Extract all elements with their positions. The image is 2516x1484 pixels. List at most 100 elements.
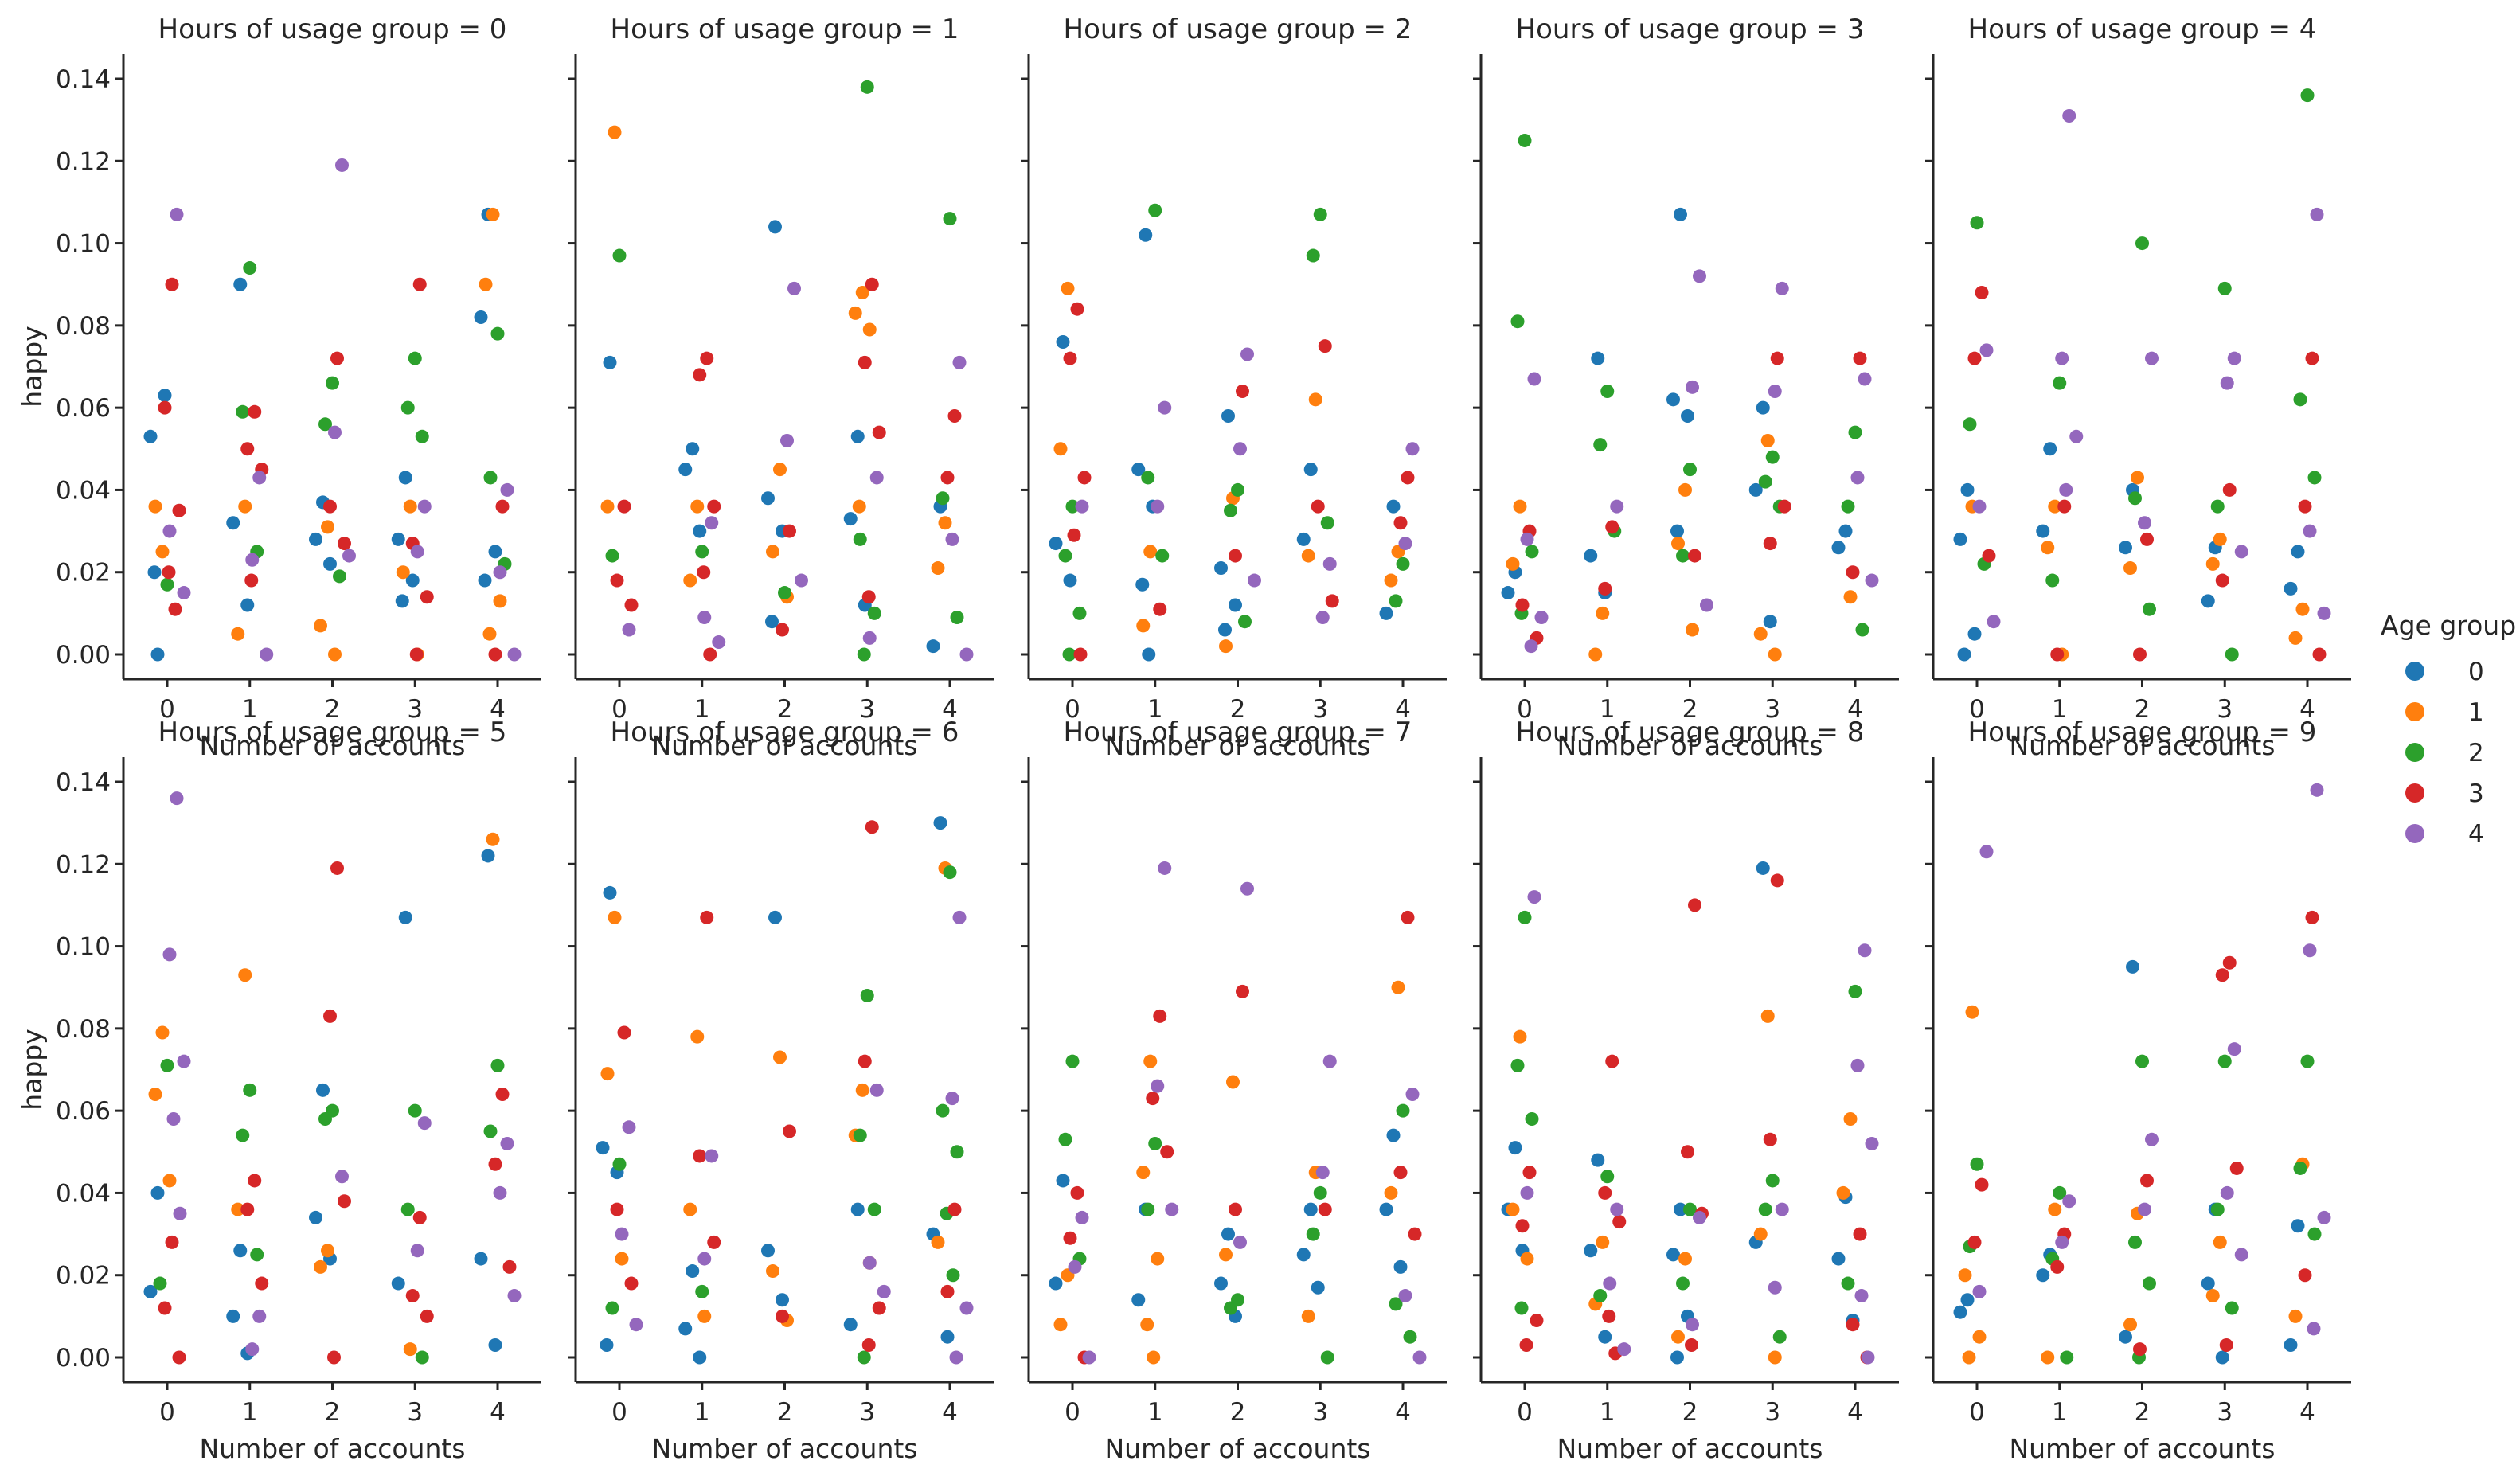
data-point [1861,1350,1875,1365]
data-point [693,524,707,538]
data-point [1063,573,1077,588]
data-point [872,1301,886,1315]
data-point [1598,1185,1612,1200]
data-point [2307,1227,2322,1241]
x-tick-label: 4 [1395,695,1411,724]
data-point [1401,471,1415,485]
data-point [610,573,624,588]
data-point [2312,647,2327,662]
data-point [705,516,719,530]
x-tick-label: 2 [2135,1398,2151,1427]
data-point [2123,561,2137,576]
data-point [1612,1215,1627,1229]
data-point [244,573,259,588]
data-point [1596,606,1610,620]
data-point [2298,1268,2312,1283]
data-point [490,1058,505,1072]
data-point [2036,1268,2050,1283]
data-point [323,556,337,571]
data-point [2220,376,2234,390]
data-point [1151,1079,1165,1093]
data-point [1518,133,1532,147]
data-point [1518,910,1532,924]
legend-label: 4 [2468,820,2484,849]
data-point [396,565,410,580]
data-point [231,627,245,641]
data-point [1970,216,1984,230]
data-point [1056,335,1070,350]
data-point [1666,392,1680,407]
facet-panel: Hours of usage group = 7 0 1 2 3 4 Number of a… [1021,717,1447,1464]
data-point [488,647,502,662]
y-tick-label: 0.06 [56,394,111,423]
y-tick-label: 0.10 [56,933,111,962]
data-point [1155,549,1170,563]
data-point [2135,1054,2149,1068]
data-point [1143,1054,1158,1068]
data-point [615,1252,629,1266]
data-point [248,1174,262,1188]
y-tick-label: 0.02 [56,1262,111,1291]
x-tick-label: 0 [159,695,175,724]
data-point [338,1194,351,1209]
data-point [1510,314,1525,329]
data-point [877,1284,891,1298]
data-point [238,968,252,982]
data-point [1311,499,1325,514]
data-point [170,791,184,806]
data-point [1602,1309,1616,1323]
data-point [226,516,240,530]
data-point [1070,302,1084,316]
data-point [2217,281,2232,295]
data-point [693,1149,707,1163]
data-point [945,1092,959,1106]
data-point [765,615,779,629]
data-point [173,1206,187,1220]
panel-title: Hours of usage group = 1 [611,14,959,45]
data-point [333,569,346,584]
facet-panel: Hours of usage group = 6 0 1 2 3 4 Number of a… [568,717,994,1464]
data-point [2050,1259,2065,1274]
data-point [1229,549,1242,563]
data-point [2057,499,2072,514]
x-tick-label: 1 [1600,1398,1615,1427]
data-point [1063,351,1077,365]
x-tick-label: 3 [859,695,875,724]
data-point [481,849,495,863]
data-point [2298,499,2312,514]
legend-marker [2405,743,2424,762]
data-point [1953,532,1967,546]
data-point [1841,1276,1855,1291]
data-point [697,611,712,625]
data-point [330,351,344,365]
data-point [240,1202,255,1216]
data-point [1853,1227,1867,1241]
data-point [1593,438,1608,452]
data-point [410,545,424,559]
data-point [1136,619,1151,633]
data-point [1600,1170,1615,1184]
data-point [177,586,191,600]
data-point [858,355,872,369]
data-point [1527,890,1541,904]
data-point [1525,1111,1539,1126]
data-point [683,1202,697,1216]
data-point [2062,108,2076,123]
data-point [850,429,865,443]
x-tick-label: 3 [407,695,423,724]
data-point [1393,1259,1408,1274]
data-point [861,1338,876,1353]
data-point [2205,556,2220,571]
data-point [1389,1297,1403,1311]
data-point [2284,581,2298,596]
data-point [2213,532,2227,546]
data-point [1598,581,1612,596]
data-point [1756,400,1770,415]
data-point [1953,1305,1967,1319]
data-point [2295,602,2310,616]
data-point [1322,556,1337,571]
data-point [335,1170,349,1184]
data-point [1841,499,1855,514]
x-tick-label: 0 [1065,695,1080,724]
data-point [1853,351,1867,365]
